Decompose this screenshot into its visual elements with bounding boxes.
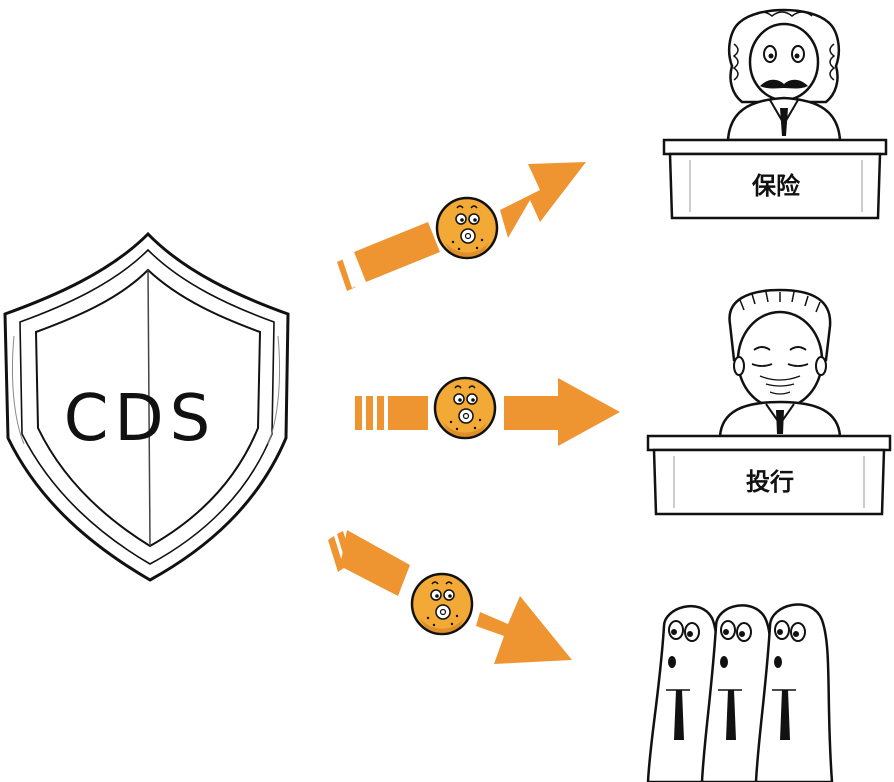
arrow-to-retail (328, 530, 572, 664)
cds-shield: CDS (3, 231, 290, 582)
insurance-figure: 保险 (662, 8, 888, 220)
coin-2 (429, 372, 501, 444)
arrow-to-insurance (337, 162, 586, 291)
coin-1 (431, 192, 503, 264)
investment-bank-figure: 投行 (646, 288, 892, 516)
shield-label: CDS (64, 382, 217, 456)
retail-investors (646, 603, 834, 782)
investment-bank-label: 投行 (746, 468, 794, 496)
arrow-to-investment-bank (355, 378, 620, 446)
coin-3 (406, 568, 478, 640)
insurance-label: 保险 (751, 172, 801, 200)
